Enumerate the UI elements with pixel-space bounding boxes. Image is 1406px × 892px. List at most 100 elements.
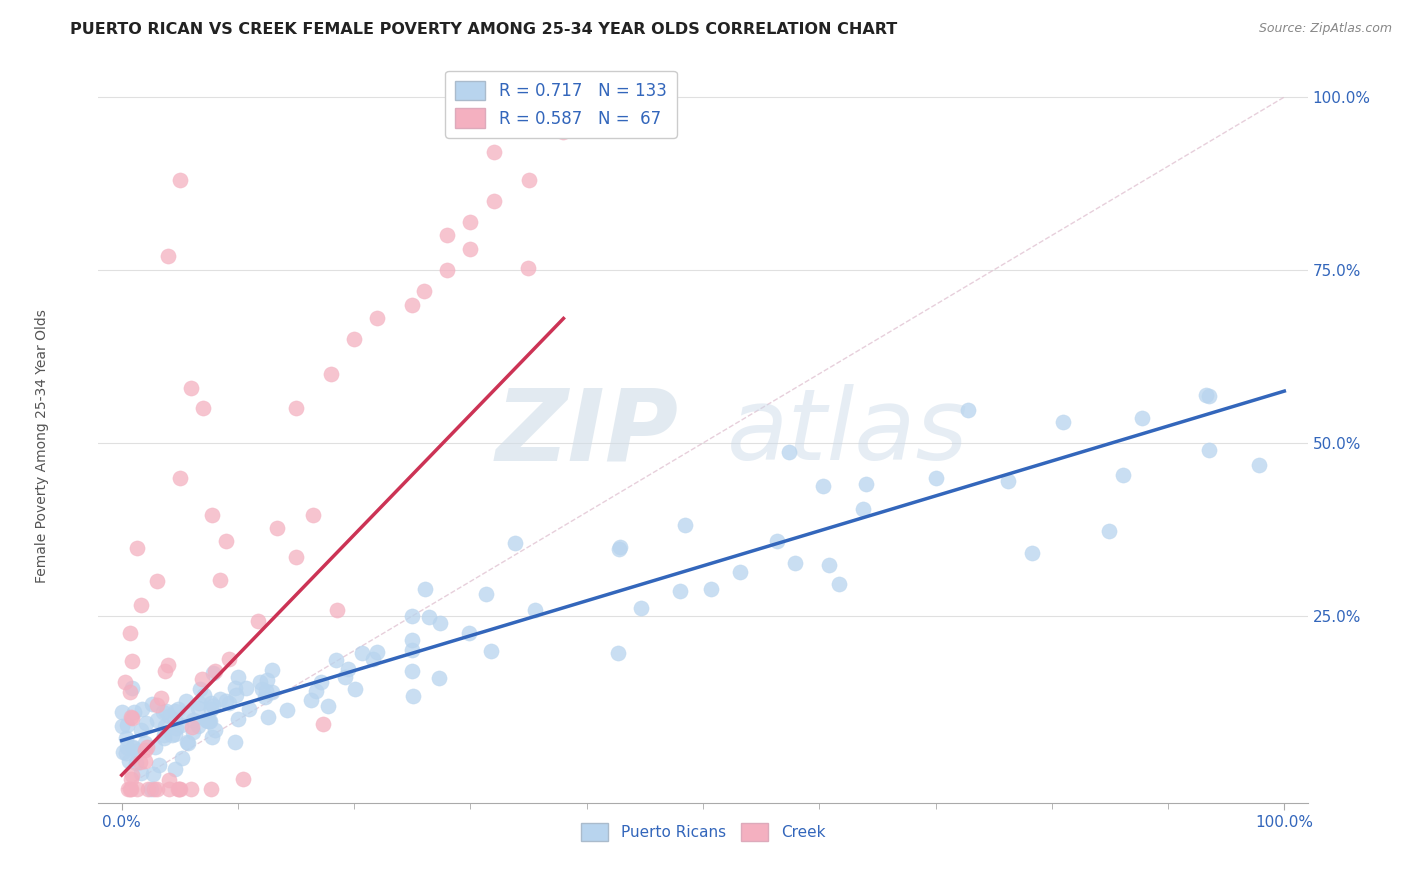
Point <box>302 508 325 522</box>
Text: Female Poverty Among 25-34 Year Olds: Female Poverty Among 25-34 Year Olds <box>35 309 49 583</box>
Point <box>157 249 180 263</box>
Point <box>141 697 163 711</box>
Point <box>146 713 169 727</box>
Point <box>668 583 690 598</box>
Point <box>366 645 388 659</box>
Point <box>202 699 225 714</box>
Point <box>125 744 148 758</box>
Point <box>924 471 946 485</box>
Point <box>122 706 145 720</box>
Point <box>129 598 152 612</box>
Point <box>728 565 751 579</box>
Point <box>778 445 800 459</box>
Point <box>427 671 450 685</box>
Point <box>150 691 173 706</box>
Point <box>262 685 284 699</box>
Point <box>343 681 366 696</box>
Point <box>401 642 423 657</box>
Point <box>188 696 211 710</box>
Legend: Puerto Ricans, Creek: Puerto Ricans, Creek <box>575 817 831 847</box>
Point <box>855 477 877 491</box>
Point <box>118 754 141 768</box>
Point <box>209 573 232 587</box>
Point <box>176 693 198 707</box>
Point <box>333 670 356 684</box>
Point <box>418 610 440 624</box>
Point <box>225 688 247 702</box>
Point <box>165 722 187 736</box>
Point <box>120 772 142 786</box>
Point <box>169 781 191 796</box>
Point <box>200 696 222 710</box>
Point <box>193 689 215 703</box>
Point <box>401 609 423 624</box>
Point <box>516 261 538 276</box>
Point <box>232 772 254 786</box>
Point <box>224 681 246 696</box>
Point <box>111 719 134 733</box>
Point <box>252 681 274 696</box>
Point <box>122 740 145 755</box>
Point <box>170 718 193 732</box>
Point <box>191 672 214 686</box>
Point <box>121 768 143 782</box>
Point <box>155 704 177 718</box>
Point <box>148 757 170 772</box>
Point <box>401 632 423 647</box>
Point <box>177 736 200 750</box>
Point <box>115 731 138 746</box>
Point <box>166 781 188 796</box>
Point <box>413 582 436 596</box>
Point <box>818 558 841 573</box>
Point <box>121 740 143 755</box>
Point <box>305 684 328 698</box>
Point <box>401 297 423 311</box>
Point <box>115 739 138 754</box>
Point <box>194 714 217 728</box>
Text: ZIP: ZIP <box>496 384 679 481</box>
Point <box>249 675 271 690</box>
Point <box>266 521 288 535</box>
Point <box>160 728 183 742</box>
Point <box>145 698 167 713</box>
Point <box>201 666 224 681</box>
Point <box>226 712 249 726</box>
Point <box>336 662 359 676</box>
Point <box>131 723 153 737</box>
Point <box>111 705 134 719</box>
Point <box>142 767 165 781</box>
Point <box>673 518 696 533</box>
Point <box>1130 411 1153 425</box>
Point <box>482 145 505 160</box>
Point <box>325 653 347 667</box>
Point <box>361 652 384 666</box>
Point <box>319 367 342 381</box>
Point <box>609 540 631 554</box>
Point <box>1195 388 1218 402</box>
Point <box>125 756 148 770</box>
Point <box>402 690 425 704</box>
Point <box>167 781 190 796</box>
Point <box>121 681 143 696</box>
Point <box>180 381 202 395</box>
Point <box>224 735 246 749</box>
Point <box>134 736 156 750</box>
Point <box>200 702 222 716</box>
Point <box>429 616 451 631</box>
Point <box>828 577 851 591</box>
Point <box>152 705 174 719</box>
Point <box>299 693 322 707</box>
Point <box>436 228 458 243</box>
Point <box>208 692 231 706</box>
Point <box>153 731 176 746</box>
Point <box>285 401 308 416</box>
Point <box>1198 389 1220 403</box>
Point <box>1112 468 1135 483</box>
Point <box>218 652 240 666</box>
Point <box>153 665 176 679</box>
Point <box>165 704 187 718</box>
Point <box>181 713 204 727</box>
Point <box>235 681 257 696</box>
Point <box>811 479 834 493</box>
Point <box>256 673 278 687</box>
